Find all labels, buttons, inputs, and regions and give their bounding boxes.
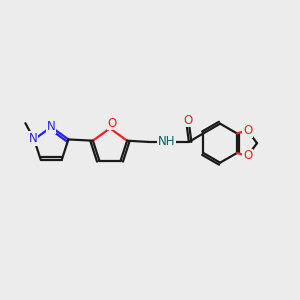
Text: O: O [243,124,252,137]
Text: NH: NH [158,135,175,148]
Text: O: O [243,149,252,162]
Text: N: N [47,120,56,133]
Text: O: O [183,114,193,127]
Text: O: O [107,117,117,130]
Text: N: N [29,132,38,145]
